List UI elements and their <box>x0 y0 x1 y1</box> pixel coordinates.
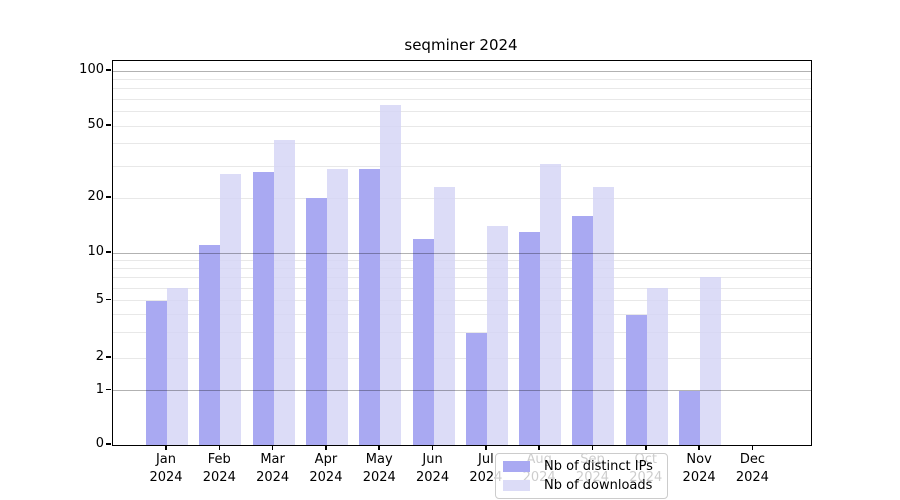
gridline-50 <box>113 125 811 127</box>
bar-nb-of-downloads-may-2024 <box>380 105 402 445</box>
y-tick-label-1: 1 <box>95 381 104 397</box>
y-tick-mark-5 <box>106 298 111 301</box>
y-tick-label-100: 100 <box>79 62 104 77</box>
y-tick-label-5: 5 <box>95 291 104 307</box>
bar-nb-of-downloads-aug-2024 <box>540 163 562 445</box>
bar-nb-of-distinct-ips-apr-2024 <box>305 198 327 445</box>
bar-nb-of-distinct-ips-may-2024 <box>359 168 381 445</box>
bars-layer <box>113 61 811 445</box>
y-tick-label-50: 50 <box>87 117 104 132</box>
x-tick-label-feb-2024: Feb 2024 <box>202 452 236 485</box>
plot-area: Nb of distinct IPs Nb of downloads <box>112 60 812 499</box>
chart-title: seqminer 2024 <box>404 36 518 54</box>
x-tick-label-apr-2024: Apr 2024 <box>309 452 343 485</box>
gridline-6 <box>113 287 811 289</box>
major-gridlines-layer <box>113 61 811 445</box>
bar-nb-of-downloads-feb-2024 <box>220 174 242 445</box>
minor-gridlines-layer <box>113 61 811 445</box>
legend-label-downloads: Nb of downloads <box>544 477 653 493</box>
major-gridline-10 <box>113 252 811 254</box>
bar-nb-of-downloads-mar-2024 <box>273 139 295 445</box>
y-tick-mark-100 <box>106 69 111 71</box>
x-tick-mark-oct-2024 <box>645 445 647 450</box>
bar-nb-of-distinct-ips-jun-2024 <box>412 238 434 445</box>
x-tick-mark-may-2024 <box>378 445 380 450</box>
gridline-40 <box>113 143 811 145</box>
x-tick-mark-nov-2024 <box>698 445 700 450</box>
bar-nb-of-distinct-ips-oct-2024 <box>625 314 647 445</box>
y-tick-mark-20 <box>106 196 111 198</box>
gridline-7 <box>113 276 811 278</box>
bar-nb-of-downloads-oct-2024 <box>646 288 668 445</box>
y-tick-label-20: 20 <box>87 189 104 204</box>
bar-nb-of-downloads-sep-2024 <box>593 187 615 445</box>
bar-nb-of-distinct-ips-jan-2024 <box>146 300 167 445</box>
bar-nb-of-downloads-jan-2024 <box>167 288 188 445</box>
x-tick-mark-mar-2024 <box>271 445 274 450</box>
bar-nb-of-distinct-ips-mar-2024 <box>252 171 274 445</box>
x-tick-mark-aug-2024 <box>538 445 540 450</box>
gridline-30 <box>113 165 811 167</box>
major-gridline-100 <box>113 70 811 72</box>
bar-nb-of-distinct-ips-nov-2024 <box>679 390 701 445</box>
gridline-2 <box>113 357 811 359</box>
y-tick-label-0: 0 <box>95 436 104 451</box>
x-tick-mark-jul-2024 <box>485 445 487 450</box>
bar-nb-of-downloads-nov-2024 <box>700 277 722 445</box>
y-tick-mark-2 <box>106 356 111 358</box>
y-tick-label-2: 2 <box>95 349 104 364</box>
gridline-90 <box>113 78 811 80</box>
x-tick-label-nov-2024: Nov 2024 <box>682 452 716 485</box>
x-tick-label-jul-2024: Jul 2024 <box>469 452 503 485</box>
bar-nb-of-distinct-ips-sep-2024 <box>572 215 594 445</box>
gridline-5 <box>113 300 811 301</box>
y-tick-mark-1 <box>106 388 111 391</box>
x-tick-label-jan-2024: Jan 2024 <box>149 452 183 485</box>
x-tick-mark-apr-2024 <box>325 445 327 450</box>
bar-nb-of-downloads-jul-2024 <box>486 226 508 445</box>
gridline-9 <box>113 259 811 261</box>
legend-swatch-downloads <box>503 480 530 491</box>
legend-item-distinct-ips: Nb of distinct IPs <box>503 458 659 474</box>
bar-nb-of-downloads-jun-2024 <box>433 187 455 445</box>
x-tick-label-mar-2024: Mar 2024 <box>256 452 290 485</box>
gridline-80 <box>113 88 811 90</box>
gridline-70 <box>113 98 811 100</box>
gridline-3 <box>113 332 811 334</box>
x-tick-mark-dec-2024 <box>751 445 754 450</box>
bar-nb-of-distinct-ips-aug-2024 <box>519 232 541 445</box>
y-tick-mark-0 <box>106 443 111 445</box>
legend-item-downloads: Nb of downloads <box>503 477 659 493</box>
x-tick-label-may-2024: May 2024 <box>362 452 396 485</box>
legend-label-distinct-ips: Nb of distinct IPs <box>544 458 653 474</box>
gridline-20 <box>113 197 811 199</box>
gridline-60 <box>113 111 811 113</box>
legend-swatch-distinct-ips <box>503 461 530 472</box>
x-tick-mark-jun-2024 <box>431 445 434 450</box>
x-tick-mark-jan-2024 <box>165 445 167 450</box>
bar-nb-of-distinct-ips-jul-2024 <box>465 332 487 445</box>
gridline-8 <box>113 267 811 269</box>
x-tick-label-jun-2024: Jun 2024 <box>416 452 450 485</box>
x-tick-mark-sep-2024 <box>591 445 594 450</box>
x-tick-mark-feb-2024 <box>218 445 221 450</box>
y-tick-label-10: 10 <box>87 244 104 259</box>
x-tick-label-dec-2024: Dec 2024 <box>735 452 769 485</box>
major-gridline-1 <box>113 390 811 391</box>
gridline-4 <box>113 314 811 315</box>
legend: Nb of distinct IPs Nb of downloads <box>495 453 668 499</box>
bar-nb-of-distinct-ips-feb-2024 <box>199 245 221 445</box>
bar-nb-of-downloads-apr-2024 <box>326 168 348 445</box>
y-tick-mark-10 <box>106 251 111 253</box>
y-tick-mark-50 <box>106 124 111 126</box>
